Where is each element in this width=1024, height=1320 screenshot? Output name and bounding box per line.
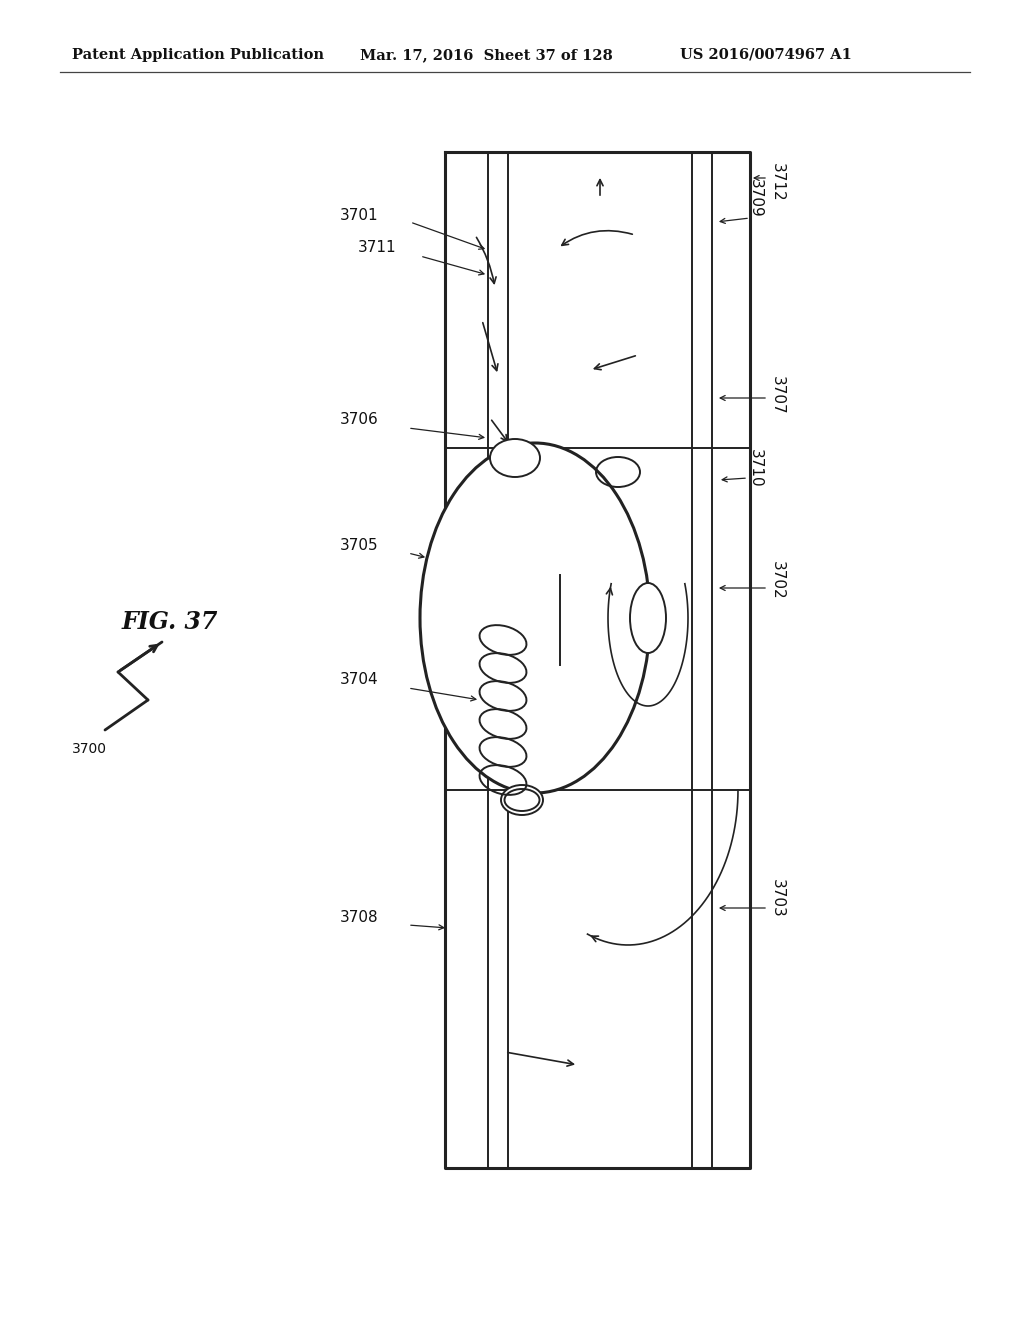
Text: 3706: 3706 (340, 412, 379, 428)
Text: FIG. 37: FIG. 37 (122, 610, 218, 634)
Text: 3712: 3712 (770, 162, 785, 202)
Text: Mar. 17, 2016  Sheet 37 of 128: Mar. 17, 2016 Sheet 37 of 128 (360, 48, 612, 62)
Text: 3705: 3705 (340, 537, 379, 553)
Text: 3704: 3704 (340, 672, 379, 688)
Text: 3710: 3710 (748, 449, 763, 487)
Text: 3708: 3708 (340, 911, 379, 925)
Text: US 2016/0074967 A1: US 2016/0074967 A1 (680, 48, 852, 62)
Text: 3703: 3703 (770, 879, 785, 917)
Text: Patent Application Publication: Patent Application Publication (72, 48, 324, 62)
Text: 3707: 3707 (770, 376, 785, 414)
Ellipse shape (630, 583, 666, 653)
Text: 3709: 3709 (748, 178, 763, 218)
Text: 3700: 3700 (72, 742, 106, 756)
Ellipse shape (501, 785, 543, 814)
Ellipse shape (420, 444, 650, 793)
Text: 3701: 3701 (340, 207, 379, 223)
Text: 3702: 3702 (770, 561, 785, 599)
Text: 3711: 3711 (358, 240, 396, 256)
Ellipse shape (490, 440, 540, 477)
